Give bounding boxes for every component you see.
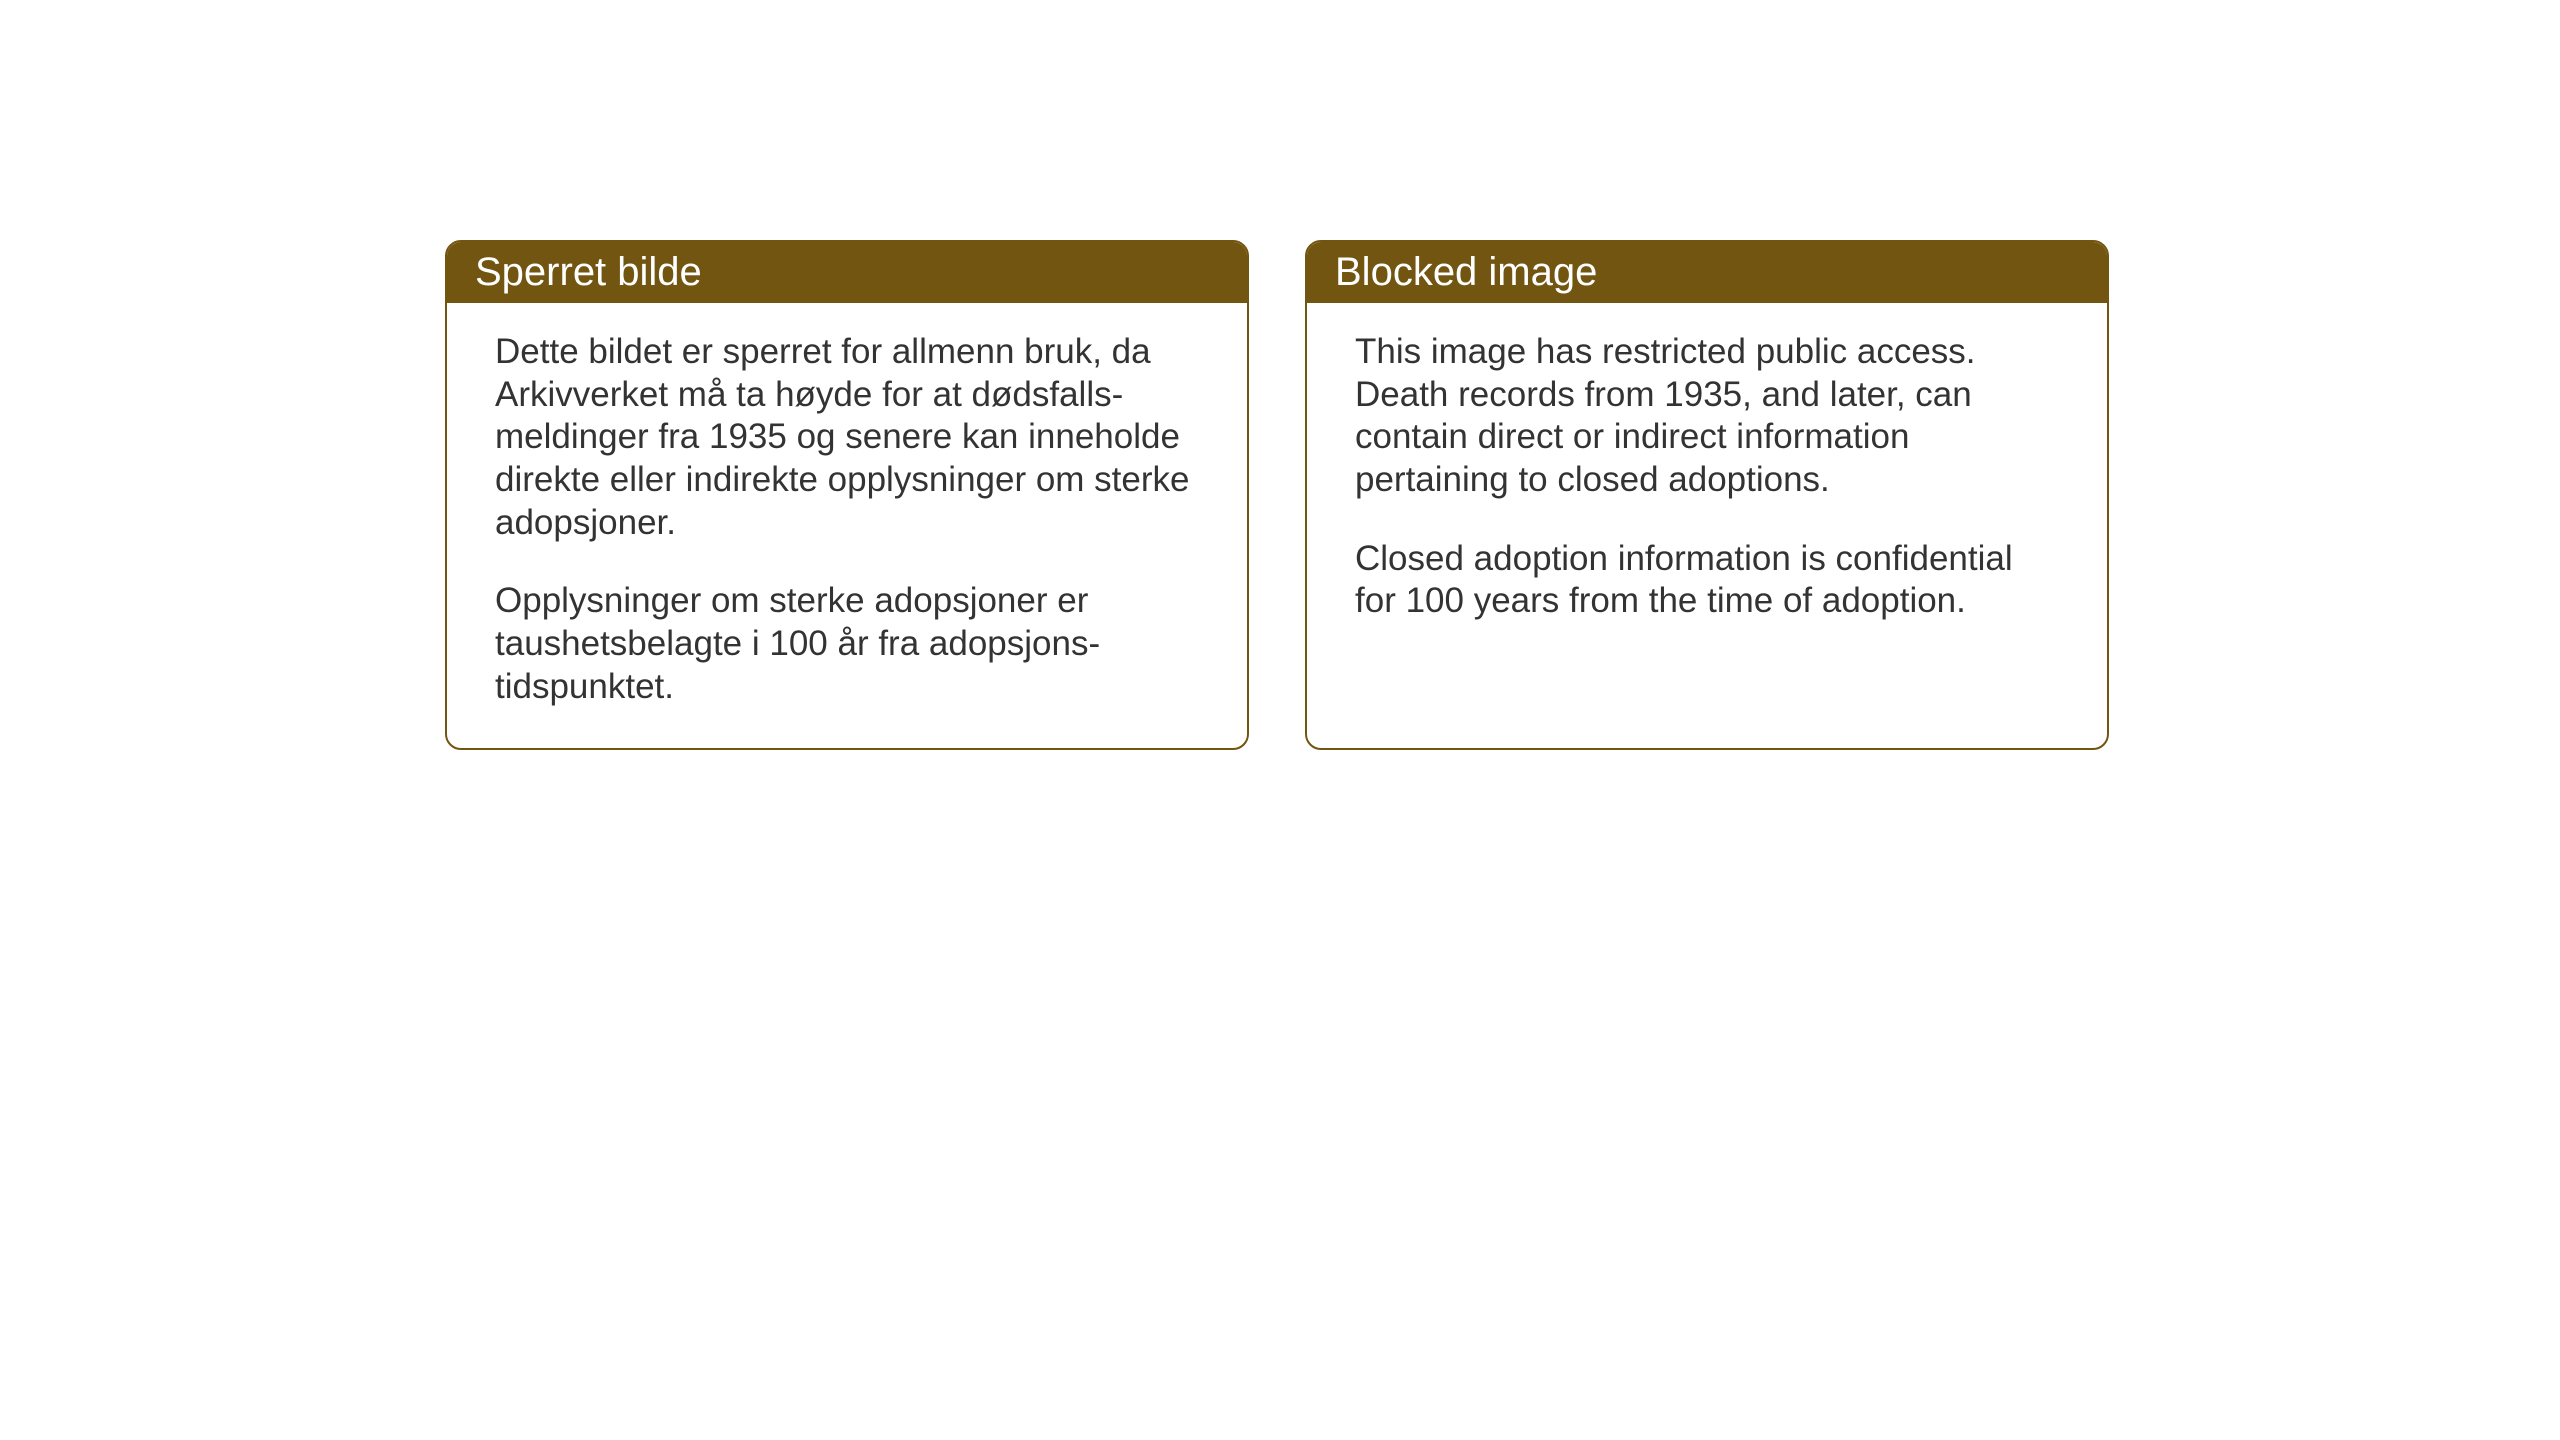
card-norwegian: Sperret bilde Dette bildet er sperret fo… <box>445 240 1249 750</box>
card-norwegian-paragraph-2: Opplysninger om sterke adopsjoner er tau… <box>495 580 1199 708</box>
card-english-paragraph-1: This image has restricted public access.… <box>1355 331 2059 502</box>
card-english-paragraph-2: Closed adoption information is confident… <box>1355 538 2059 623</box>
card-norwegian-body: Dette bildet er sperret for allmenn bruk… <box>447 303 1247 745</box>
card-norwegian-paragraph-1: Dette bildet er sperret for allmenn bruk… <box>495 331 1199 544</box>
card-english-body: This image has restricted public access.… <box>1307 303 2107 659</box>
card-norwegian-title: Sperret bilde <box>475 250 702 294</box>
cards-container: Sperret bilde Dette bildet er sperret fo… <box>445 240 2109 750</box>
card-english-title: Blocked image <box>1335 250 1597 294</box>
card-norwegian-header: Sperret bilde <box>447 242 1247 303</box>
card-english: Blocked image This image has restricted … <box>1305 240 2109 750</box>
card-english-header: Blocked image <box>1307 242 2107 303</box>
